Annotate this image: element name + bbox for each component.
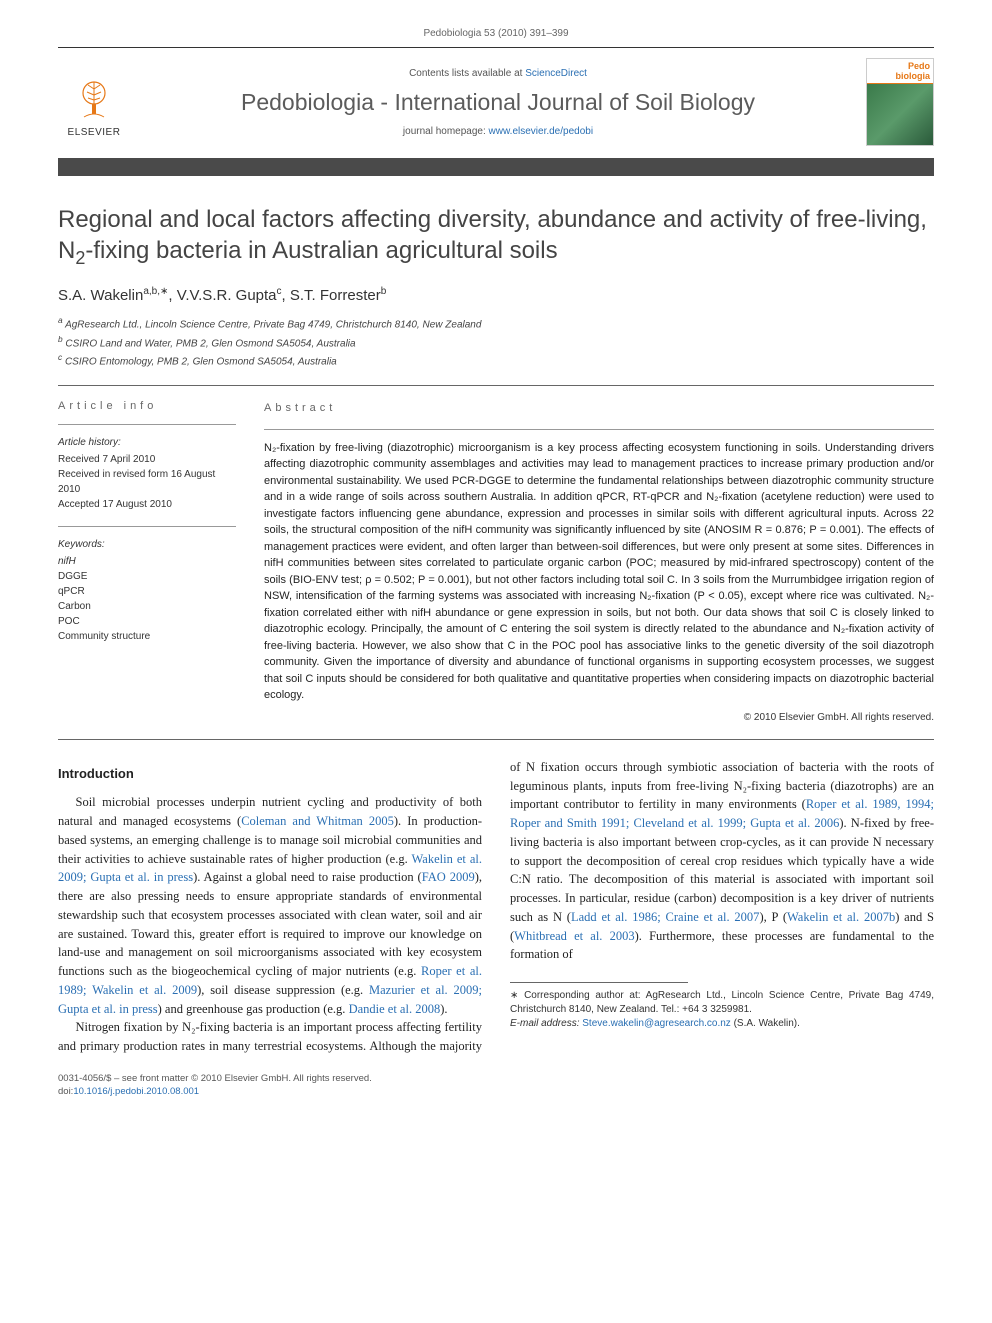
author-1-affil: a,b,∗ [143, 286, 168, 297]
citation-ladd-craine[interactable]: Ladd et al. 1986; Craine et al. 2007 [571, 910, 759, 924]
running-header: Pedobiologia 53 (2010) 391–399 [58, 28, 934, 39]
author-2-affil: c [277, 286, 282, 297]
contents-available: Contents lists available at ScienceDirec… [142, 68, 854, 79]
homepage-prefix: journal homepage: [403, 126, 489, 137]
keywords-label: Keywords: [58, 537, 236, 552]
footnotes: ∗ Corresponding author at: AgResearch Lt… [510, 989, 934, 1031]
article-history-label: Article history: [58, 435, 236, 450]
cover-title-line1: Pedo [908, 61, 930, 71]
masthead-dark-rule [58, 158, 934, 176]
keyword-3: qPCR [58, 584, 236, 599]
journal-cover-thumbnail: Pedo biologia [866, 58, 934, 146]
email-footnote: E-mail address: Steve.wakelin@agresearch… [510, 1017, 934, 1031]
history-revised: Received in revised form 16 August 2010 [58, 467, 236, 497]
title-text-post: -fixing bacteria in Australian agricultu… [85, 237, 557, 264]
issn-copyright-line: 0031-4056/$ – see front matter © 2010 El… [58, 1072, 934, 1085]
author-3: S.T. Forrester [290, 287, 381, 304]
keyword-6: Community structure [58, 629, 236, 644]
article-info-heading: article info [58, 400, 236, 412]
article-body: Introduction Soil microbial processes un… [58, 758, 934, 1056]
affiliation-b: b CSIRO Land and Water, PMB 2, Glen Osmo… [58, 333, 934, 351]
journal-homepage: journal homepage: www.elsevier.de/pedobi [142, 126, 854, 137]
masthead: ELSEVIER Contents lists available at Sci… [58, 47, 934, 176]
divider-bottom [58, 739, 934, 740]
citation-coleman-whitman-2005[interactable]: Coleman and Whitman 2005 [241, 814, 394, 828]
abstract-copyright: © 2010 Elsevier GmbH. All rights reserve… [264, 710, 934, 725]
author-1: S.A. Wakelin [58, 287, 143, 304]
intro-paragraph-1: Soil microbial processes underpin nutrie… [58, 793, 482, 1018]
citation-whitbread-2003[interactable]: Whitbread et al. 2003 [514, 929, 634, 943]
sciencedirect-link[interactable]: ScienceDirect [525, 68, 587, 79]
corresponding-email-link[interactable]: Steve.wakelin@agresearch.co.nz [582, 1018, 731, 1029]
citation-fao-2009[interactable]: FAO 2009 [422, 870, 475, 884]
keyword-4: Carbon [58, 599, 236, 614]
keyword-1: nifH [58, 556, 76, 567]
author-list: S.A. Wakelina,b,∗, V.V.S.R. Guptac, S.T.… [58, 286, 934, 304]
article-title: Regional and local factors affecting div… [58, 204, 934, 270]
abstract-heading: abstract [264, 400, 934, 417]
elsevier-tree-icon [70, 77, 118, 125]
keyword-2: DGGE [58, 569, 236, 584]
abstract-column: abstract N₂-fixation by free-living (dia… [264, 400, 934, 725]
publisher-logo: ELSEVIER [58, 58, 130, 138]
corresponding-author-footnote: ∗ Corresponding author at: AgResearch Lt… [510, 989, 934, 1017]
citation-wakelin-2007b[interactable]: Wakelin et al. 2007b [787, 910, 895, 924]
contents-prefix: Contents lists available at [409, 68, 525, 79]
affiliations: a AgResearch Ltd., Lincoln Science Centr… [58, 314, 934, 369]
history-received: Received 7 April 2010 [58, 452, 236, 467]
footnote-separator [510, 982, 688, 983]
page-footer: 0031-4056/$ – see front matter © 2010 El… [58, 1072, 934, 1099]
affiliation-c: c CSIRO Entomology, PMB 2, Glen Osmond S… [58, 351, 934, 369]
author-3-affil: b [381, 286, 387, 297]
journal-name: Pedobiologia - International Journal of … [142, 89, 854, 116]
doi-prefix: doi: [58, 1086, 73, 1097]
keyword-5: POC [58, 614, 236, 629]
abstract-body: N₂-fixation by free-living (diazotrophic… [264, 440, 934, 704]
author-2: V.V.S.R. Gupta [177, 287, 277, 304]
introduction-heading: Introduction [58, 764, 482, 784]
history-accepted: Accepted 17 August 2010 [58, 497, 236, 512]
doi-link[interactable]: 10.1016/j.pedobi.2010.08.001 [73, 1086, 199, 1097]
journal-homepage-link[interactable]: www.elsevier.de/pedobi [489, 126, 594, 137]
publisher-name: ELSEVIER [68, 127, 121, 138]
affiliation-a: a AgResearch Ltd., Lincoln Science Centr… [58, 314, 934, 332]
cover-title-line2: biologia [896, 71, 931, 81]
title-subscript: 2 [75, 248, 85, 268]
citation-dandie-2008[interactable]: Dandie et al. 2008 [349, 1002, 441, 1016]
article-info-column: article info Article history: Received 7… [58, 400, 236, 725]
